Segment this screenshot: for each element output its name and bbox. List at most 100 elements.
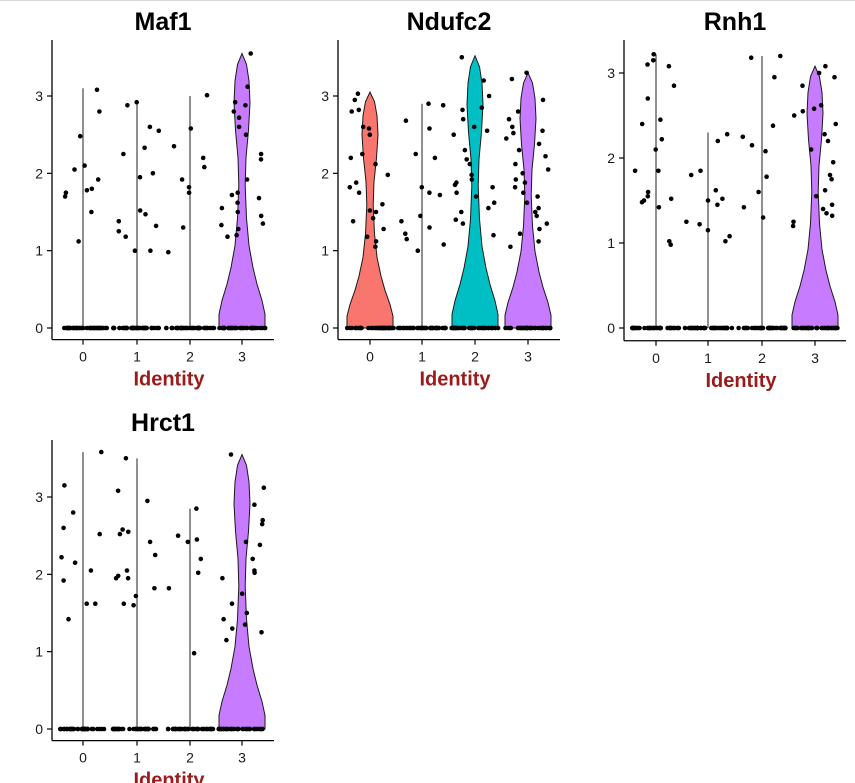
- data-point: [823, 63, 828, 69]
- x-axis-title: Identity: [133, 369, 205, 391]
- data-point: [639, 121, 645, 127]
- data-point: [120, 325, 125, 331]
- data-point: [822, 188, 828, 193]
- data-point: [258, 213, 264, 219]
- data-point: [671, 325, 677, 331]
- data-point: [729, 325, 735, 331]
- data-point: [252, 502, 257, 508]
- data-point: [61, 726, 67, 732]
- data-point: [727, 233, 732, 239]
- data-point: [88, 568, 94, 573]
- data-point: [186, 190, 192, 195]
- data-point: [129, 325, 135, 331]
- data-point: [656, 168, 661, 174]
- data-point: [705, 198, 711, 203]
- data-point: [131, 726, 136, 732]
- data-point: [653, 147, 658, 152]
- data-point: [459, 55, 465, 60]
- x-axis-title: Identity: [133, 770, 205, 783]
- data-point: [366, 126, 372, 131]
- data-point: [760, 215, 766, 220]
- data-point: [101, 726, 107, 732]
- data-point: [63, 190, 69, 195]
- data-point: [237, 325, 243, 331]
- x-tick-label: 3: [811, 350, 819, 366]
- data-point: [437, 192, 443, 198]
- data-point: [419, 325, 425, 331]
- data-point: [258, 151, 264, 157]
- x-tick-label: 1: [133, 750, 141, 766]
- violin-shape: [451, 54, 499, 329]
- data-point: [236, 226, 241, 232]
- data-point: [348, 155, 354, 161]
- data-point: [513, 161, 518, 167]
- data-point: [198, 556, 204, 562]
- data-point: [460, 221, 466, 226]
- data-point: [452, 182, 458, 188]
- data-point: [682, 325, 688, 331]
- data-point: [166, 586, 172, 591]
- data-point: [143, 726, 148, 732]
- data-point: [138, 726, 143, 732]
- data-point: [217, 325, 222, 331]
- data-point: [645, 96, 651, 101]
- data-point: [481, 78, 487, 83]
- data-point: [764, 174, 769, 179]
- data-point: [350, 219, 356, 224]
- data-point: [820, 206, 826, 212]
- data-point: [156, 128, 162, 134]
- data-point: [460, 116, 466, 122]
- violin-panel-maf1: Maf1 0 1 2 3 0 1 2 3 Identity: [35, 8, 274, 391]
- data-point: [243, 132, 249, 137]
- x-tick-label: 1: [133, 349, 141, 365]
- data-point: [93, 601, 98, 606]
- data-point: [200, 726, 206, 732]
- data-point: [175, 325, 181, 331]
- x-tick-label: 0: [79, 750, 87, 766]
- data-point: [221, 325, 227, 331]
- data-point: [235, 209, 241, 215]
- data-point: [668, 196, 674, 202]
- data-point: [510, 124, 515, 130]
- data-point: [92, 325, 98, 331]
- data-point: [359, 325, 364, 331]
- data-point: [427, 225, 432, 230]
- data-point: [486, 93, 492, 99]
- data-point: [419, 185, 425, 190]
- data-point: [243, 103, 248, 108]
- data-point: [522, 180, 528, 185]
- data-point: [123, 234, 128, 239]
- data-point: [811, 106, 817, 111]
- data-point: [368, 325, 374, 331]
- data-point: [516, 147, 522, 153]
- y-tick-label: 2: [321, 165, 329, 181]
- data-point: [373, 239, 379, 244]
- data-point: [179, 325, 185, 331]
- data-point: [697, 222, 702, 227]
- data-point: [240, 726, 245, 732]
- data-point: [415, 325, 420, 331]
- data-point: [62, 483, 67, 488]
- data-point: [75, 726, 81, 732]
- data-point: [367, 208, 373, 213]
- data-point: [473, 194, 479, 199]
- data-point: [826, 325, 832, 331]
- data-point: [94, 87, 100, 93]
- data-point: [736, 325, 741, 331]
- data-point: [217, 726, 223, 732]
- data-point: [360, 124, 366, 130]
- data-point: [221, 616, 226, 622]
- data-point: [822, 131, 827, 137]
- data-point: [89, 726, 95, 732]
- data-point: [204, 92, 210, 98]
- data-point: [137, 208, 143, 213]
- data-point: [522, 325, 527, 331]
- data-point: [364, 234, 370, 239]
- data-point: [779, 325, 784, 331]
- data-point: [349, 325, 355, 331]
- data-point: [395, 325, 401, 331]
- data-point: [668, 242, 673, 247]
- data-point: [832, 74, 837, 80]
- data-point: [833, 121, 838, 127]
- y-tick-label: 3: [35, 489, 43, 505]
